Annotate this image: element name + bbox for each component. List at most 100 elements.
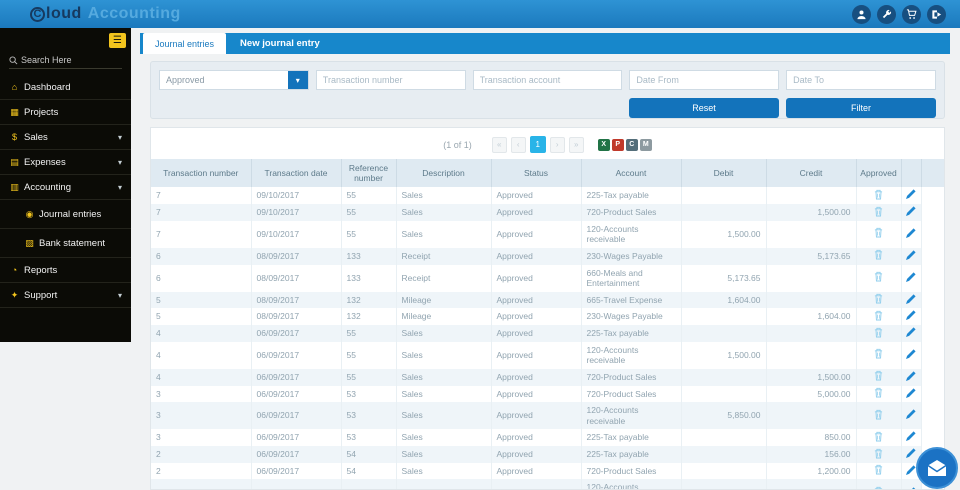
- sidebar-item-sales[interactable]: $Sales▾: [0, 125, 131, 150]
- edit-row-button[interactable]: [901, 292, 921, 309]
- cell-status: Approved: [491, 446, 581, 463]
- edit-row-button[interactable]: [901, 402, 921, 429]
- cell-debit: 5,173.65: [681, 265, 766, 292]
- edit-row-button[interactable]: [901, 479, 921, 490]
- sidebar-item-projects[interactable]: ▦Projects: [0, 100, 131, 125]
- edit-row-button[interactable]: [901, 221, 921, 248]
- edit-row-button[interactable]: [901, 308, 921, 325]
- sidebar-item-label: Reports: [24, 265, 57, 276]
- search-input[interactable]: [21, 55, 121, 65]
- chevron-down-icon: ▾: [118, 158, 122, 167]
- delete-row-button[interactable]: [856, 221, 901, 248]
- edit-row-button[interactable]: [901, 187, 921, 204]
- cell-account: 225-Tax payable: [581, 187, 681, 204]
- edit-row-button[interactable]: [901, 386, 921, 403]
- pagination-page-1-button[interactable]: 1: [530, 136, 546, 153]
- expenses-card-icon: ▤: [9, 157, 20, 168]
- pencil-icon: [906, 448, 916, 458]
- cell-credit: [766, 479, 856, 490]
- sidebar-item-dashboard[interactable]: ⌂Dashboard: [0, 75, 131, 100]
- delete-row-button[interactable]: [856, 342, 901, 369]
- tab-journal-entries[interactable]: Journal entries: [143, 33, 226, 54]
- trash-icon: [874, 189, 883, 200]
- cell-transaction-number: 2: [151, 446, 251, 463]
- logout-icon[interactable]: [927, 5, 946, 24]
- cell-transaction-number: 5: [151, 292, 251, 309]
- cell-debit: [681, 369, 766, 386]
- pagination-next-button[interactable]: ›: [550, 137, 565, 153]
- cell-credit: [766, 342, 856, 369]
- filter-panel: Approved ▾ Reset Filter: [150, 61, 945, 119]
- edit-row-button[interactable]: [901, 248, 921, 265]
- sidebar-item-bank-statement[interactable]: ▨Bank statement: [0, 229, 131, 258]
- delete-row-button[interactable]: [856, 204, 901, 221]
- date-from-input[interactable]: [629, 70, 779, 90]
- pagination-first-button[interactable]: «: [492, 137, 507, 153]
- edit-row-button[interactable]: [901, 429, 921, 446]
- csv-export-icon[interactable]: C: [626, 139, 638, 151]
- delete-row-button[interactable]: [856, 292, 901, 309]
- cell-debit: [681, 463, 766, 480]
- delete-row-button[interactable]: [856, 325, 901, 342]
- cell-debit: 1,604.00: [681, 292, 766, 309]
- delete-row-button[interactable]: [856, 479, 901, 490]
- xml-export-icon[interactable]: M: [640, 139, 652, 151]
- cell-description: Mileage: [396, 292, 491, 309]
- cell-debit: 5,850.00: [681, 402, 766, 429]
- sidebar-item-expenses[interactable]: ▤Expenses▾: [0, 150, 131, 175]
- cell-transaction-date: 06/09/2017: [251, 325, 341, 342]
- cell-description: Sales: [396, 187, 491, 204]
- delete-row-button[interactable]: [856, 248, 901, 265]
- user-icon[interactable]: [852, 5, 871, 24]
- trash-icon: [874, 206, 883, 217]
- cell-account: 225-Tax payable: [581, 429, 681, 446]
- excel-export-icon[interactable]: X: [598, 139, 610, 151]
- cell-transaction-number: 3: [151, 402, 251, 429]
- pagination-prev-button[interactable]: ‹: [511, 137, 526, 153]
- edit-row-button[interactable]: [901, 265, 921, 292]
- delete-row-button[interactable]: [856, 187, 901, 204]
- cell-transaction-number: 2: [151, 479, 251, 490]
- delete-row-button[interactable]: [856, 463, 901, 480]
- delete-row-button[interactable]: [856, 446, 901, 463]
- tab-new-journal-entry[interactable]: New journal entry: [226, 33, 334, 54]
- delete-row-button[interactable]: [856, 369, 901, 386]
- table-row: 206/09/201754SalesApproved225-Tax payabl…: [151, 446, 944, 463]
- trash-icon: [874, 348, 883, 359]
- cell-description: Sales: [396, 446, 491, 463]
- sidebar-item-reports[interactable]: ◔Reports: [0, 258, 131, 283]
- status-filter-select[interactable]: Approved ▾: [159, 70, 309, 90]
- cell-transaction-date: 09/10/2017: [251, 187, 341, 204]
- delete-row-button[interactable]: [856, 386, 901, 403]
- date-to-input[interactable]: [786, 70, 936, 90]
- edit-row-button[interactable]: [901, 369, 921, 386]
- cart-icon[interactable]: [902, 5, 921, 24]
- transaction-number-input[interactable]: [316, 70, 466, 90]
- delete-row-button[interactable]: [856, 265, 901, 292]
- sidebar-item-journal-entries[interactable]: ◉Journal entries: [0, 200, 131, 229]
- hamburger-menu-icon[interactable]: ☰: [109, 33, 126, 48]
- delete-row-button[interactable]: [856, 429, 901, 446]
- filter-button[interactable]: Filter: [786, 98, 936, 118]
- cell-description: Sales: [396, 369, 491, 386]
- pagination-last-button[interactable]: »: [569, 137, 584, 153]
- table-row: 508/09/2017132MileageApproved665-Travel …: [151, 292, 944, 309]
- edit-row-button[interactable]: [901, 325, 921, 342]
- pdf-export-icon[interactable]: P: [612, 139, 624, 151]
- sidebar-item-support[interactable]: ✦Support▾: [0, 283, 131, 308]
- cell-debit: [681, 187, 766, 204]
- feedback-envelope-button[interactable]: [916, 447, 958, 489]
- trash-icon: [874, 431, 883, 442]
- table-row: 306/09/201753SalesApproved720-Product Sa…: [151, 386, 944, 403]
- edit-row-button[interactable]: [901, 342, 921, 369]
- column-header-approved: Approved: [856, 159, 901, 187]
- reset-button[interactable]: Reset: [629, 98, 779, 118]
- sidebar-item-accounting[interactable]: ▥Accounting▾: [0, 175, 131, 200]
- delete-row-button[interactable]: [856, 402, 901, 429]
- wrench-icon[interactable]: [877, 5, 896, 24]
- edit-row-button[interactable]: [901, 204, 921, 221]
- cell-description: Mileage: [396, 308, 491, 325]
- delete-row-button[interactable]: [856, 308, 901, 325]
- transaction-account-input[interactable]: [473, 70, 623, 90]
- column-header-debit: Debit: [681, 159, 766, 187]
